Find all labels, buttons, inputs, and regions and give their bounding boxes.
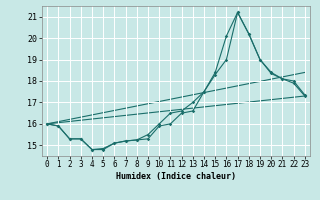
X-axis label: Humidex (Indice chaleur): Humidex (Indice chaleur) <box>116 172 236 181</box>
